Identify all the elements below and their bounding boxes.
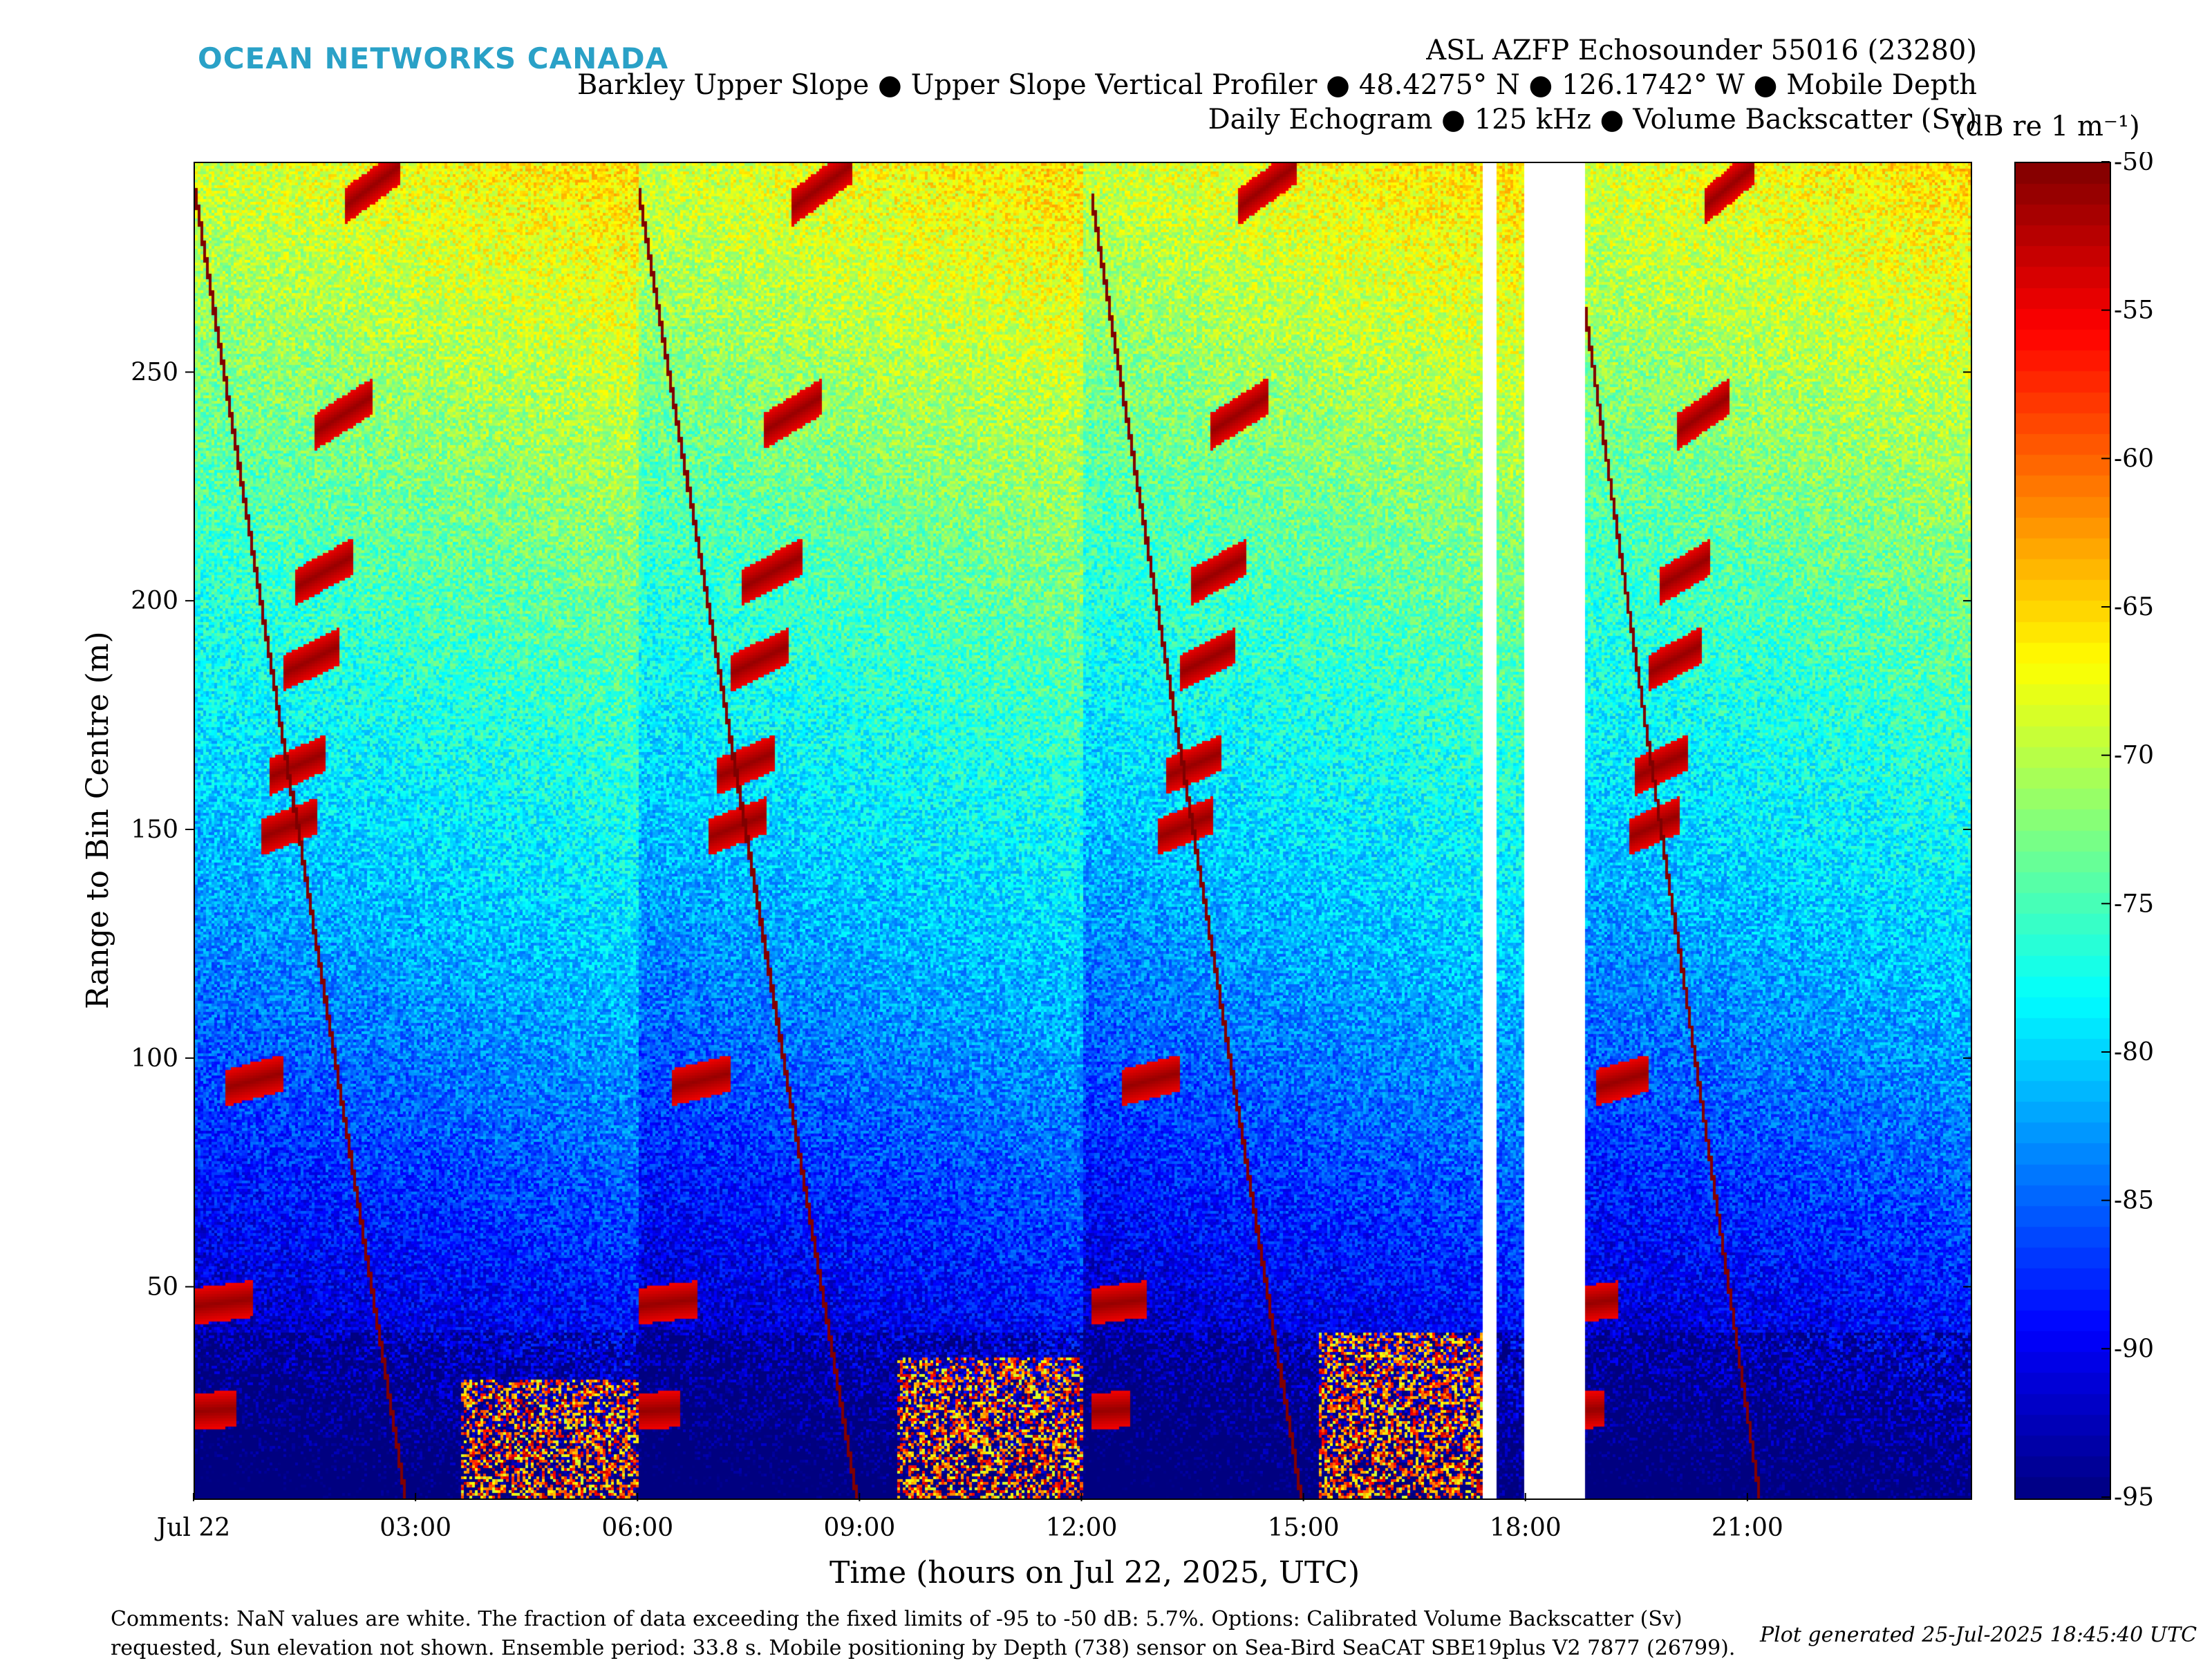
x-tick-label: 09:00 [824, 1514, 896, 1542]
y-tick-label: 150 [131, 816, 178, 844]
y-tick-label: 100 [131, 1044, 178, 1073]
comments-line-1: Comments: NaN values are white. The frac… [111, 1607, 1683, 1631]
colorbar-tick-label: -80 [2114, 1038, 2154, 1067]
title-line-3: Daily Echogram ● 125 kHz ● Volume Backsc… [1208, 104, 1977, 135]
echogram-plot [194, 162, 1972, 1500]
y-axis-right-ticks [1963, 371, 1971, 1288]
brand-logo-text: OCEAN NETWORKS CANADA [198, 41, 669, 75]
x-axis: Jul 22 03:00 06:00 09:00 12:00 15:00 18:00 21:0… [154, 1493, 1783, 1542]
colorbar-tick-label: -55 [2114, 297, 2154, 325]
colorbar-gradient [2016, 163, 2110, 1498]
colorbar-unit-label: (dB re 1 m⁻¹) [1955, 111, 2140, 142]
x-tick-label: 03:00 [379, 1514, 451, 1542]
y-tick-label: 200 [131, 587, 178, 615]
colorbar-tick-label: -85 [2114, 1187, 2154, 1215]
colorbar-axis: -50 -55 -60 -65 -70 -75 -80 -85 -90 -95 [2101, 152, 2154, 1512]
x-tick-label: 06:00 [601, 1514, 673, 1542]
comments-line-2: requested, Sun elevation not shown. Ense… [111, 1636, 1736, 1660]
colorbar-tick-label: -70 [2114, 742, 2154, 770]
y-tick-label: 250 [131, 358, 178, 386]
x-tick-label: 18:00 [1490, 1514, 1562, 1542]
plot-generated-timestamp: Plot generated 25-Jul-2025 18:45:40 UTC [1760, 1623, 2197, 1647]
title-line-2: Barkley Upper Slope ● Upper Slope Vertic… [577, 69, 1977, 101]
colorbar-tick-label: -95 [2114, 1483, 2154, 1512]
echogram-heatmap [195, 163, 1971, 1498]
y-axis-label: Range to Bin Centre (m) [80, 631, 115, 1009]
x-axis-label: Time (hours on Jul 22, 2025, UTC) [830, 1555, 1360, 1590]
colorbar-tick-label: -60 [2114, 444, 2154, 473]
y-tick-label: 50 [147, 1273, 178, 1302]
colorbar [2014, 162, 2111, 1500]
x-tick-label: Jul 22 [154, 1514, 230, 1542]
x-tick-label: 21:00 [1712, 1514, 1783, 1542]
y-axis: 50 100 150 200 250 [131, 358, 194, 1302]
comments-block: Comments: NaN values are white. The frac… [111, 1605, 1735, 1663]
colorbar-tick-label: -90 [2114, 1335, 2154, 1363]
x-tick-label: 12:00 [1046, 1514, 1118, 1542]
x-tick-label: 15:00 [1268, 1514, 1340, 1542]
title-line-1: ASL AZFP Echosounder 55016 (23280) [1426, 35, 1977, 66]
colorbar-tick-label: -65 [2114, 593, 2154, 621]
colorbar-tick-label: -50 [2114, 152, 2154, 176]
colorbar-tick-label: -75 [2114, 890, 2154, 918]
